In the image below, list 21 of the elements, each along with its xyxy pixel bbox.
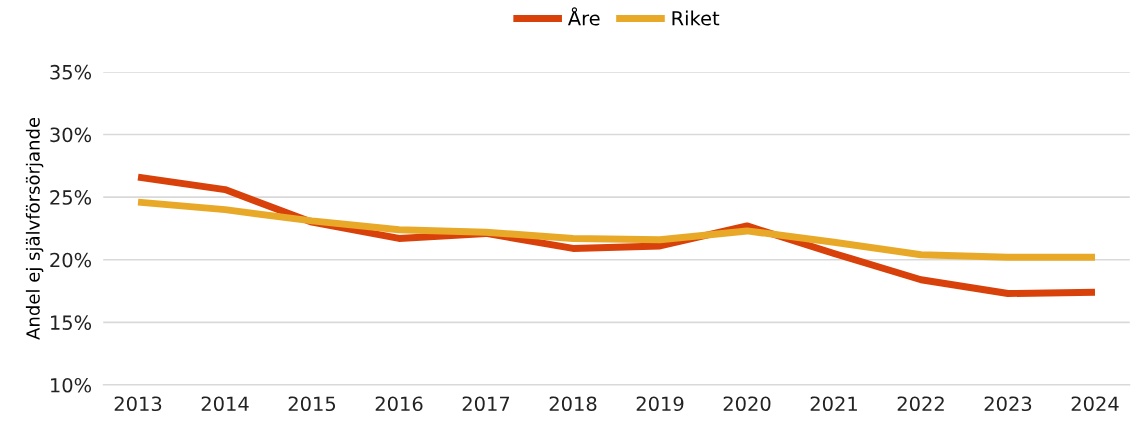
x-tick-label: 2022 [897, 396, 944, 412]
legend-label: Åre [567, 7, 600, 26]
y-tick-label: 20% [50, 252, 92, 268]
x-tick-label: 2021 [810, 396, 857, 412]
x-tick-label: 2014 [201, 396, 249, 412]
y-tick-label: 25% [50, 190, 92, 205]
x-tick-label: 2016 [375, 396, 423, 412]
y-tick-label: 30% [50, 127, 92, 143]
x-tick-label: 2013 [114, 396, 162, 412]
x-tick-label: 2018 [549, 396, 597, 412]
x-tick-label: 2023 [984, 396, 1032, 412]
x-tick-label: 2020 [723, 396, 771, 412]
x-tick-label: 2019 [636, 396, 684, 412]
legend-label: Riket [672, 10, 720, 26]
x-tick-label: 2015 [288, 396, 336, 412]
x-tick-label: 2024 [1071, 396, 1119, 412]
y-tick-label: 35% [50, 64, 92, 80]
y-axis-title: Andel ej självförsörjande [25, 117, 44, 340]
y-tick-label: 10% [51, 377, 92, 393]
y-tick-label: 15% [51, 315, 92, 330]
x-tick-label: 2017 [462, 396, 510, 412]
